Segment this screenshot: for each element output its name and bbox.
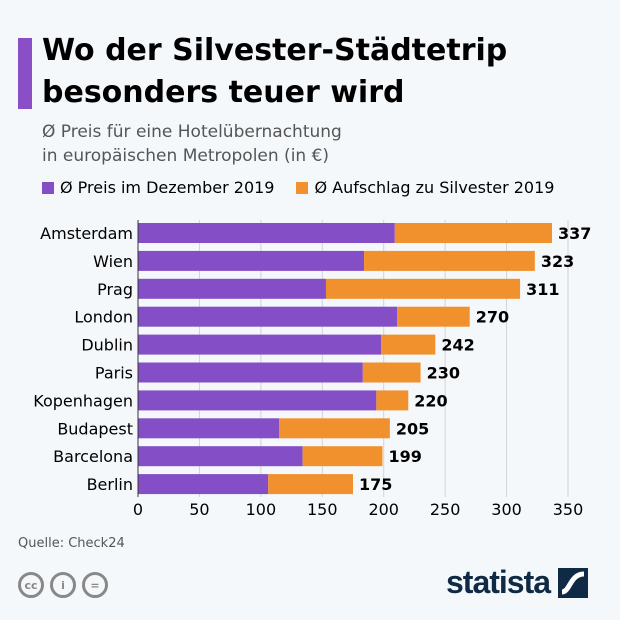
category-label: Wien xyxy=(93,252,133,271)
bar-base xyxy=(138,446,303,467)
by-icon: i xyxy=(50,572,76,598)
bar-base xyxy=(138,306,398,327)
chart-title: Wo der Silvester-Städtetrip besonders te… xyxy=(42,33,508,110)
chart-subtitle: Ø Preis für eine Hotelübernachtung in eu… xyxy=(42,120,342,168)
total-label: 175 xyxy=(359,475,392,494)
bar-surcharge xyxy=(279,418,390,439)
total-label: 337 xyxy=(558,224,591,243)
x-tick-label: 250 xyxy=(430,500,461,519)
x-tick-label: 200 xyxy=(368,500,399,519)
category-label: Barcelona xyxy=(53,447,133,466)
subtitle-line-1: Ø Preis für eine Hotelübernachtung xyxy=(42,122,342,142)
bar-base xyxy=(138,474,269,495)
accent-bar xyxy=(18,38,32,109)
total-label: 205 xyxy=(396,419,429,438)
bar-surcharge xyxy=(364,250,535,271)
statista-logo: statista xyxy=(446,564,589,601)
category-label: Amsterdam xyxy=(40,224,133,243)
bar-base xyxy=(138,362,363,383)
bar-base xyxy=(138,223,395,243)
bar-base xyxy=(138,250,365,271)
bar-surcharge xyxy=(325,278,521,299)
legend-item-base: Ø Preis im Dezember 2019 xyxy=(42,178,274,197)
bar-base xyxy=(138,418,280,439)
x-tick-label: 350 xyxy=(553,500,584,519)
total-label: 270 xyxy=(476,308,509,327)
bar-surcharge xyxy=(268,474,353,495)
source: Quelle: Check24 xyxy=(18,536,125,551)
x-tick-label: 100 xyxy=(246,500,277,519)
category-label: Prag xyxy=(97,280,133,299)
category-label: Dublin xyxy=(81,336,133,355)
category-label: Berlin xyxy=(87,475,133,494)
x-tick-label: 300 xyxy=(491,500,522,519)
bar-base xyxy=(138,390,377,411)
brand-name: statista xyxy=(446,564,551,600)
legend: Ø Preis im Dezember 2019 Ø Aufschlag zu … xyxy=(42,178,554,197)
total-label: 311 xyxy=(526,280,559,299)
total-label: 230 xyxy=(427,364,460,383)
total-label: 199 xyxy=(388,447,421,466)
total-label: 323 xyxy=(541,252,574,271)
legend-label: Ø Aufschlag zu Silvester 2019 xyxy=(314,178,555,197)
category-label: Kopenhagen xyxy=(33,391,133,410)
legend-item-surcharge: Ø Aufschlag zu Silvester 2019 xyxy=(296,178,554,197)
subtitle-line-2: in europäischen Metropolen (in €) xyxy=(42,146,330,166)
x-tick-label: 0 xyxy=(133,500,143,519)
bar-surcharge xyxy=(376,390,409,411)
total-label: 220 xyxy=(414,391,447,410)
bar-surcharge xyxy=(362,362,421,383)
x-tick-label: 150 xyxy=(307,500,338,519)
bar-surcharge xyxy=(381,334,436,355)
bar-base xyxy=(138,278,326,299)
legend-label: Ø Preis im Dezember 2019 xyxy=(60,178,275,197)
x-tick-label: 50 xyxy=(189,500,209,519)
bar-surcharge xyxy=(302,446,383,467)
license-icons: cc i = xyxy=(18,572,108,598)
category-label: Paris xyxy=(95,364,133,383)
bar-base xyxy=(138,334,382,355)
category-label: London xyxy=(74,308,133,327)
category-label: Budapest xyxy=(57,419,133,438)
cc-icon: cc xyxy=(18,572,44,598)
bar-surcharge xyxy=(397,306,470,327)
bar-surcharge xyxy=(394,223,553,243)
statista-logo-icon xyxy=(558,567,589,598)
total-label: 242 xyxy=(441,336,474,355)
nd-icon: = xyxy=(82,572,108,598)
